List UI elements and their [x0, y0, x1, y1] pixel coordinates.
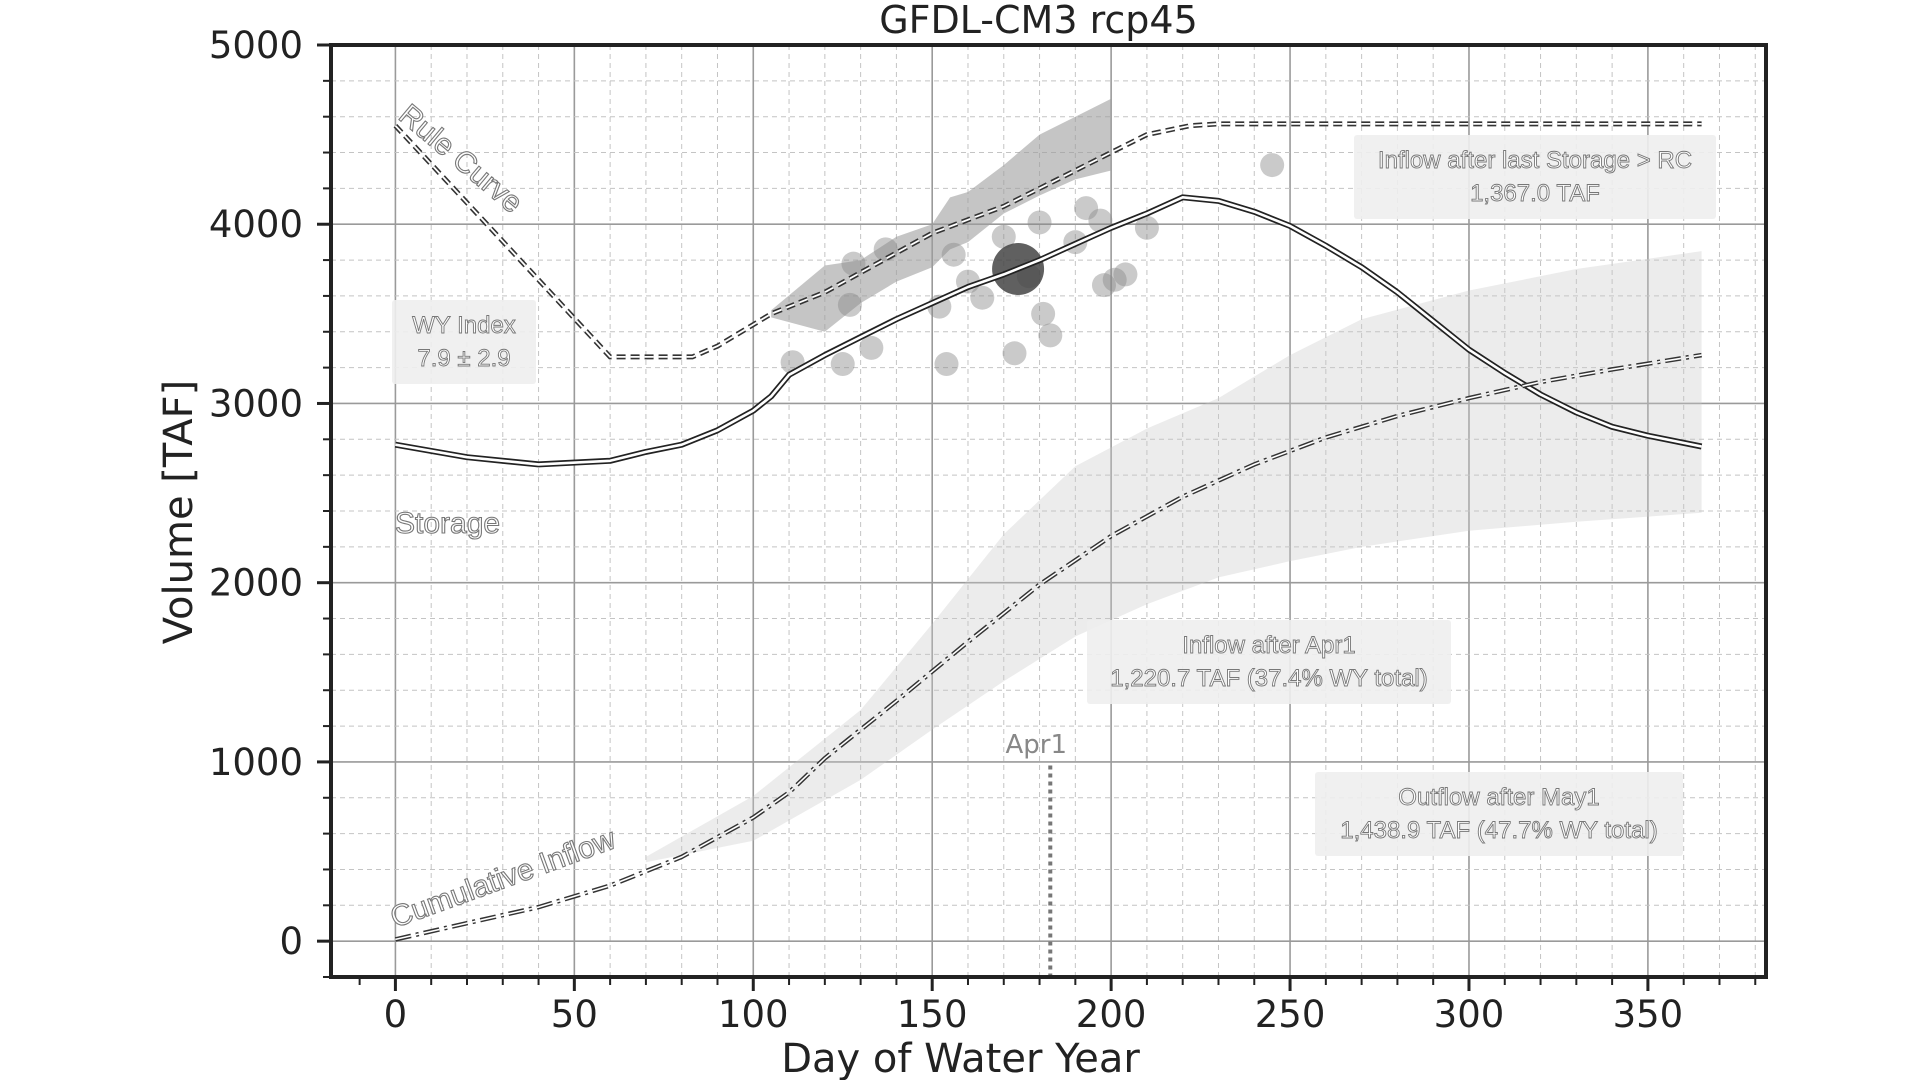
- wy-index-box: [392, 300, 536, 384]
- y-tick-label: 2000: [209, 562, 303, 605]
- historical-storage-point: [941, 242, 966, 267]
- x-tick-label: 300: [1434, 993, 1505, 1036]
- axes-layer: 0 50 100 150 200 250 300 350 0 1000 2000 3000 4000 50…: [209, 24, 1768, 1036]
- chart-title: GFDL-CM3 rcp45: [879, 0, 1198, 42]
- y-tick-label: 3000: [209, 382, 303, 425]
- inflow-after-last-storage-line-2: 1,367.0 TAF: [1470, 180, 1600, 207]
- x-tick-label: 200: [1076, 993, 1147, 1036]
- historical-storage-point: [859, 335, 884, 360]
- x-tick-label: 50: [551, 993, 598, 1036]
- historical-storage-point: [841, 251, 866, 276]
- outflow-after-may1-box: [1315, 772, 1683, 856]
- y-tick-label: 5000: [209, 24, 303, 67]
- y-tick-label: 1000: [209, 741, 303, 784]
- historical-storage-point: [1102, 267, 1127, 292]
- x-tick-label: 150: [897, 993, 968, 1036]
- inflow-after-apr1-line-2: 1,220.7 TAF (37.4% WY total): [1110, 665, 1427, 692]
- outflow-after-may1-line-2: 1,438.9 TAF (47.7% WY total): [1340, 817, 1657, 844]
- historical-storage-point: [1091, 273, 1116, 298]
- wy-index-line-2: 7.9 ± 2.9: [417, 345, 510, 372]
- inflow-after-apr1-line-1: Inflow after Apr1: [1182, 632, 1355, 659]
- inflow-after-apr1-box: [1087, 620, 1451, 704]
- historical-storage-point: [1074, 196, 1099, 221]
- historical-storage-point: [1038, 323, 1063, 348]
- wy-index-line-1: WY Index: [412, 312, 516, 339]
- cumulative-inflow-line: [395, 354, 1702, 941]
- rule-curve-line: [394, 123, 1702, 358]
- historical-storage-point: [1002, 341, 1027, 366]
- historical-storage-point: [934, 352, 959, 377]
- annotation-layer: WY Index 7.9 ± 2.9 Inflow after last Stora…: [392, 135, 1716, 856]
- historical-storage-point: [1031, 301, 1056, 326]
- x-tick-label: 100: [718, 993, 789, 1036]
- historical-storage-point: [873, 237, 898, 262]
- historical-storage-point: [1027, 210, 1052, 235]
- inflow-after-last-storage-line-1: Inflow after last Storage > RC: [1378, 147, 1692, 174]
- y-axis-title: Volume [TAF]: [156, 380, 202, 644]
- historical-storage-point: [1134, 215, 1159, 240]
- x-tick-label: 0: [384, 993, 408, 1036]
- scatter-layer: [780, 153, 1285, 377]
- inflow-after-last-storage-box: [1354, 135, 1716, 219]
- x-tick-label: 350: [1613, 993, 1684, 1036]
- historical-storage-point: [830, 352, 855, 377]
- historical-storage-point: [1113, 262, 1138, 287]
- uncertainty-band-inflow-range: [645, 251, 1702, 863]
- historical-storage-point: [991, 224, 1016, 249]
- outflow-after-may1-line-1: Outflow after May1: [1398, 784, 1599, 811]
- y-tick-label: 0: [279, 920, 303, 963]
- y-tick-label: 4000: [209, 203, 303, 246]
- historical-storage-point: [837, 292, 862, 317]
- x-tick-label: 250: [1255, 993, 1326, 1036]
- series-layer: [393, 121, 1703, 942]
- historical-storage-point: [1260, 153, 1285, 178]
- x-axis-title: Day of Water Year: [781, 1036, 1140, 1080]
- apr1-marker-label: Apr1: [1006, 730, 1068, 760]
- storage-line: [395, 196, 1702, 466]
- historical-storage-point: [970, 285, 995, 310]
- marker-layer: Apr1: [1006, 730, 1068, 977]
- storage-label: Storage: [395, 507, 500, 540]
